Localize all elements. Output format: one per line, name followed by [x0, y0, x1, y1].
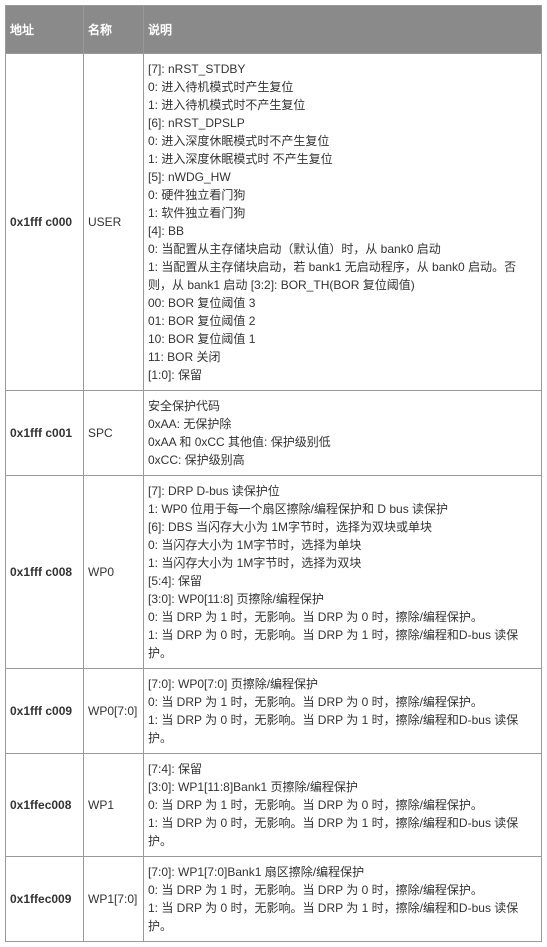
table-row: 0x1fff c008WP0[7]: DRP D-bus 读保护位 1: WP0…: [6, 476, 542, 669]
table-row: 0x1fff c000USER[7]: nRST_STDBY 0: 进入待机模式…: [6, 54, 542, 391]
cell-desc: [7]: nRST_STDBY 0: 进入待机模式时产生复位 1: 进入待机模式…: [144, 54, 542, 391]
cell-addr: 0x1ffec009: [6, 857, 84, 942]
table-row: 0x1ffec008WP1[7:4]: 保留 [3:0]: WP1[11:8]B…: [6, 754, 542, 857]
cell-addr: 0x1fff c001: [6, 391, 84, 476]
header-name: 名称: [84, 6, 144, 54]
header-desc: 说明: [144, 6, 542, 54]
cell-addr: 0x1fff c008: [6, 476, 84, 669]
header-addr: 地址: [6, 6, 84, 54]
cell-name: WP1[7:0]: [84, 857, 144, 942]
cell-desc: [7:0]: WP0[7:0] 页擦除/编程保护 0: 当 DRP 为 1 时，…: [144, 669, 542, 754]
cell-addr: 0x1ffec008: [6, 754, 84, 857]
cell-name: WP1: [84, 754, 144, 857]
cell-name: SPC: [84, 391, 144, 476]
cell-desc: 安全保护代码 0xAA: 无保护除 0xAA 和 0xCC 其他值: 保护级别低…: [144, 391, 542, 476]
table-row: 0x1ffec009WP1[7:0][7:0]: WP1[7:0]Bank1 扇…: [6, 857, 542, 942]
table-row: 0x1fff c001SPC安全保护代码 0xAA: 无保护除 0xAA 和 0…: [6, 391, 542, 476]
header-row: 地址 名称 说明: [6, 6, 542, 54]
cell-desc: [7]: DRP D-bus 读保护位 1: WP0 位用于每一个扇区擦除/编程…: [144, 476, 542, 669]
cell-desc: [7:0]: WP1[7:0]Bank1 扇区擦除/编程保护 0: 当 DRP …: [144, 857, 542, 942]
table-row: 0x1fff c009WP0[7:0][7:0]: WP0[7:0] 页擦除/编…: [6, 669, 542, 754]
cell-desc: [7:4]: 保留 [3:0]: WP1[11:8]Bank1 页擦除/编程保护…: [144, 754, 542, 857]
register-table: 地址 名称 说明 0x1fff c000USER[7]: nRST_STDBY …: [5, 5, 542, 942]
cell-addr: 0x1fff c009: [6, 669, 84, 754]
cell-name: WP0: [84, 476, 144, 669]
cell-name: USER: [84, 54, 144, 391]
cell-name: WP0[7:0]: [84, 669, 144, 754]
cell-addr: 0x1fff c000: [6, 54, 84, 391]
